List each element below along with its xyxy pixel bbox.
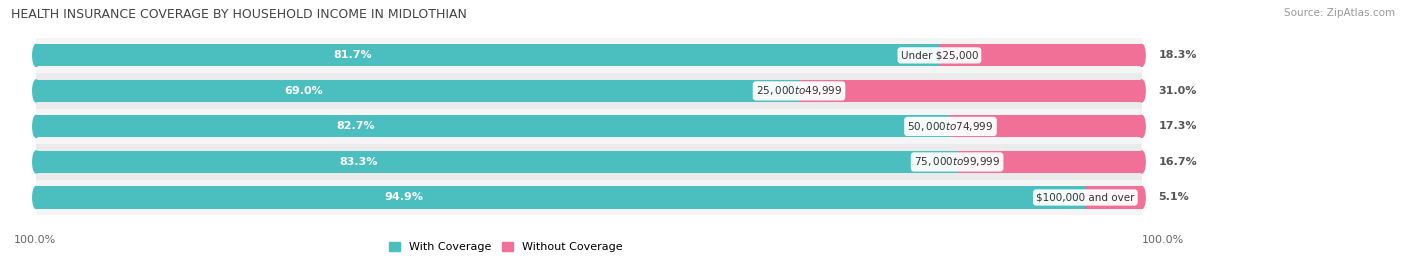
- Bar: [37, 73, 1142, 109]
- Text: 100.0%: 100.0%: [14, 235, 56, 245]
- Text: HEALTH INSURANCE COVERAGE BY HOUSEHOLD INCOME IN MIDLOTHIAN: HEALTH INSURANCE COVERAGE BY HOUSEHOLD I…: [11, 8, 467, 21]
- Text: Under $25,000: Under $25,000: [901, 50, 979, 60]
- Text: 18.3%: 18.3%: [1159, 50, 1197, 60]
- Text: 5.1%: 5.1%: [1159, 193, 1189, 203]
- Bar: [1085, 186, 1142, 208]
- Circle shape: [1139, 80, 1144, 102]
- Text: 83.3%: 83.3%: [339, 157, 378, 167]
- Legend: With Coverage, Without Coverage: With Coverage, Without Coverage: [384, 237, 627, 256]
- Bar: [37, 38, 1142, 73]
- Circle shape: [1139, 186, 1144, 208]
- Circle shape: [32, 44, 39, 66]
- Text: 94.9%: 94.9%: [384, 193, 423, 203]
- Bar: [37, 151, 957, 173]
- Text: 16.7%: 16.7%: [1159, 157, 1197, 167]
- Circle shape: [32, 80, 39, 102]
- Bar: [957, 151, 1142, 173]
- Bar: [37, 144, 1142, 180]
- Bar: [37, 44, 939, 66]
- Bar: [37, 109, 1142, 144]
- Circle shape: [1139, 115, 1144, 137]
- Text: $25,000 to $49,999: $25,000 to $49,999: [756, 84, 842, 97]
- Text: $50,000 to $74,999: $50,000 to $74,999: [907, 120, 994, 133]
- Text: 82.7%: 82.7%: [337, 121, 375, 132]
- Text: 100.0%: 100.0%: [1142, 235, 1184, 245]
- Text: 69.0%: 69.0%: [284, 86, 322, 96]
- Bar: [37, 115, 950, 137]
- Circle shape: [1139, 44, 1144, 66]
- Bar: [37, 80, 799, 102]
- Text: Source: ZipAtlas.com: Source: ZipAtlas.com: [1284, 8, 1395, 18]
- Circle shape: [32, 186, 39, 208]
- Circle shape: [32, 115, 39, 137]
- Text: 17.3%: 17.3%: [1159, 121, 1197, 132]
- Bar: [950, 115, 1142, 137]
- Text: $75,000 to $99,999: $75,000 to $99,999: [914, 155, 1000, 168]
- Text: 31.0%: 31.0%: [1159, 86, 1197, 96]
- Text: 81.7%: 81.7%: [333, 50, 371, 60]
- Circle shape: [32, 151, 39, 173]
- Text: $100,000 and over: $100,000 and over: [1036, 193, 1135, 203]
- Bar: [799, 80, 1142, 102]
- Circle shape: [1139, 151, 1144, 173]
- Bar: [939, 44, 1142, 66]
- Bar: [37, 180, 1142, 215]
- Bar: [37, 186, 1085, 208]
